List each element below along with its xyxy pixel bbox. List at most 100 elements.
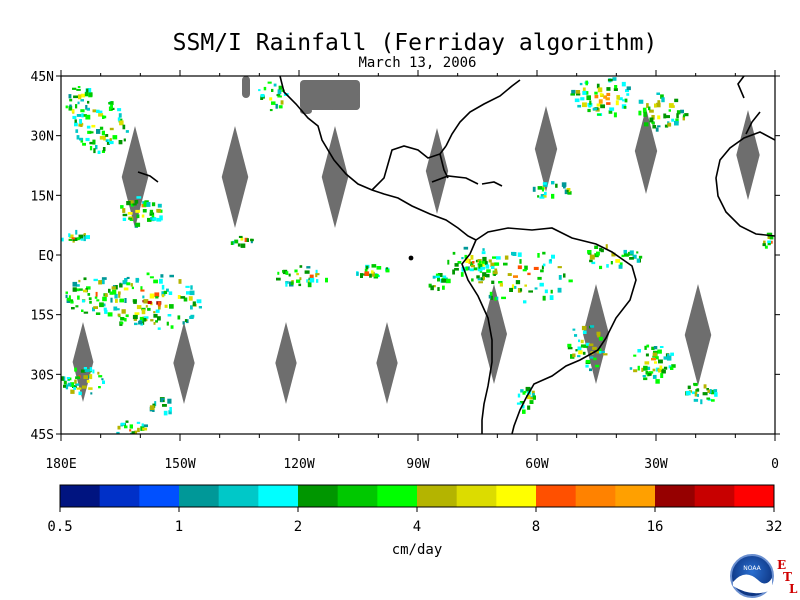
rain-cell (524, 265, 528, 270)
rain-cell (89, 367, 93, 372)
rain-cell (142, 295, 145, 299)
colorbar-swatch (139, 485, 180, 507)
rain-cell (143, 299, 149, 304)
rain-cell (711, 389, 716, 395)
rain-cell (369, 273, 372, 278)
rain-cell (282, 270, 285, 273)
rain-cell (153, 311, 156, 314)
rain-cell (766, 232, 772, 236)
rain-cell (643, 122, 649, 127)
rain-cell (509, 287, 513, 292)
rain-cell (75, 129, 79, 133)
missing-land-patch (242, 76, 250, 98)
rain-cell (435, 273, 440, 277)
rain-cell (460, 272, 464, 277)
rain-cell (480, 277, 485, 281)
rain-cell (167, 398, 172, 404)
rain-cell (491, 280, 495, 284)
rain-cell (589, 254, 595, 260)
rain-cell (92, 109, 97, 113)
rain-cell (290, 281, 294, 285)
lat-tick-label: 30S (31, 368, 54, 383)
rain-cell (618, 264, 623, 269)
rain-cell (325, 277, 328, 283)
rain-cell (87, 293, 91, 296)
rain-cell (373, 275, 379, 279)
rain-cell (539, 196, 545, 199)
rain-cell (657, 100, 661, 104)
rain-cell (580, 339, 584, 344)
colorbar-swatch (694, 485, 735, 507)
rain-cell (260, 94, 265, 98)
rain-cell (189, 315, 194, 319)
rain-cell (168, 410, 172, 415)
rain-cell (120, 205, 124, 209)
colorbar-swatch (60, 485, 101, 507)
rain-cell (629, 257, 634, 260)
colorbar-swatch (417, 485, 458, 507)
rain-cell (309, 274, 314, 279)
rain-cell (577, 104, 582, 108)
rain-cell (582, 102, 587, 108)
rain-cell (452, 269, 455, 275)
coastline-iberia (737, 76, 745, 99)
rain-cell (709, 389, 712, 393)
rain-cell (702, 392, 708, 396)
rain-cell (495, 296, 499, 300)
rain-cell (61, 376, 64, 381)
rain-cell (65, 384, 69, 390)
rain-cell (273, 83, 277, 87)
rain-cell (78, 124, 81, 127)
rain-cell (72, 287, 77, 292)
rain-cell (136, 196, 142, 199)
rain-cell (473, 267, 478, 271)
rain-cell (577, 355, 581, 358)
rain-cell (638, 99, 644, 104)
rain-cell (71, 237, 75, 240)
rain-cell (63, 380, 67, 385)
missing-data-swath (221, 126, 249, 228)
rain-cell (138, 320, 143, 325)
colorbar-swatch (536, 485, 577, 507)
rain-cell (65, 105, 68, 109)
rain-cell (557, 266, 562, 269)
etl-letter-t: T (783, 570, 792, 584)
rain-cell (232, 240, 235, 245)
rain-cell (122, 280, 128, 285)
rain-cell (578, 350, 583, 355)
rain-cell (308, 277, 311, 280)
rain-cell (66, 377, 70, 379)
rain-cell (385, 267, 389, 270)
rain-cell (600, 350, 605, 353)
rain-cell (707, 389, 711, 393)
rain-cell (106, 142, 110, 145)
rain-cell (563, 273, 566, 278)
rain-cell (135, 209, 141, 213)
rain-cell (517, 265, 522, 270)
rain-cell (507, 273, 512, 276)
rain-cell (668, 109, 671, 112)
rain-cell (130, 203, 134, 207)
rain-cell (609, 107, 615, 111)
rain-cell (533, 266, 539, 270)
rain-cell (470, 261, 474, 267)
rain-cell (183, 297, 188, 302)
colorbar-swatch (258, 485, 299, 507)
rain-cell (663, 356, 669, 360)
rain-cell (296, 272, 299, 276)
rain-cell (541, 187, 544, 192)
rain-cell (80, 238, 84, 241)
rain-cell (667, 353, 670, 356)
rain-cell (655, 127, 659, 132)
rain-cell (590, 325, 595, 328)
rain-cell (112, 289, 117, 295)
rain-cell (128, 217, 133, 220)
rain-cell (465, 266, 469, 271)
rain-cell (577, 346, 582, 351)
rain-cell (86, 107, 90, 111)
rain-cell (598, 336, 603, 341)
rain-cell (537, 195, 540, 198)
rain-cell (437, 273, 443, 277)
rain-cell (100, 279, 105, 285)
rain-cell (161, 294, 165, 298)
